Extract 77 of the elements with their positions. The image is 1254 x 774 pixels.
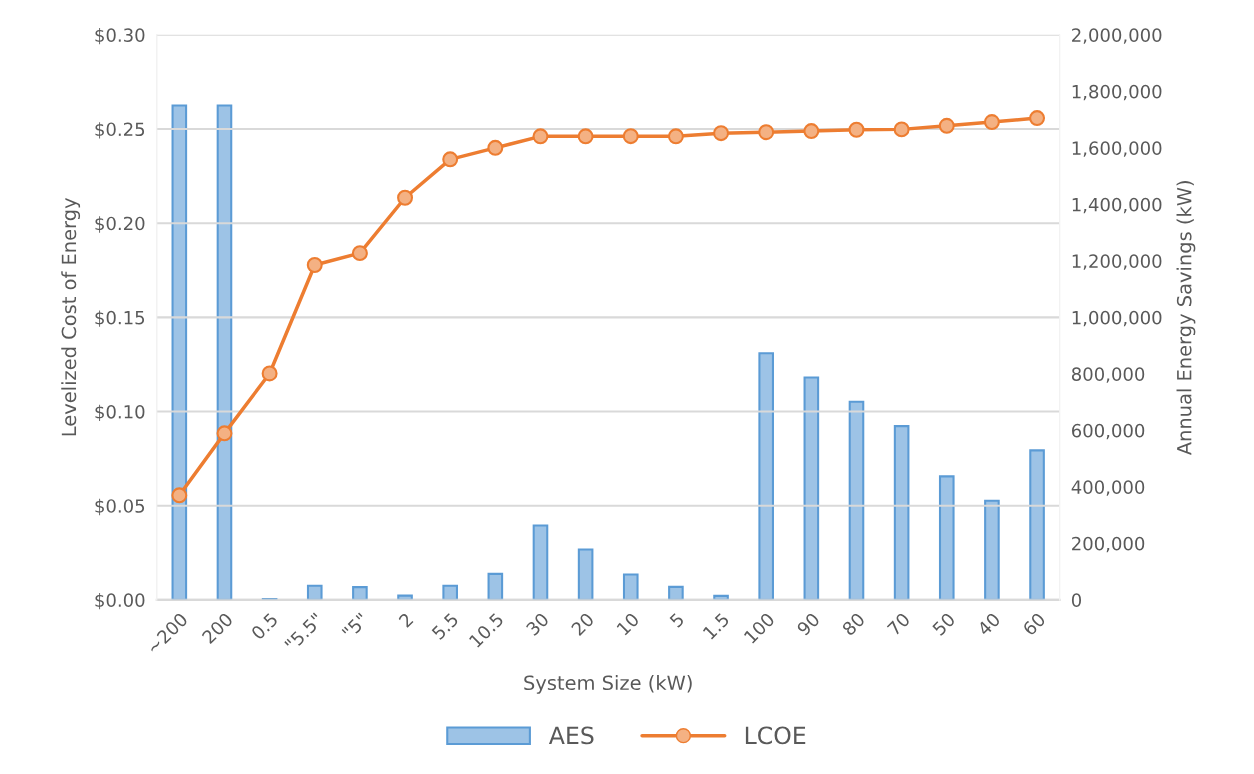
y2-tick-label: 1,800,000 xyxy=(1072,84,1162,101)
bar xyxy=(984,499,1000,600)
y2-tick-label: 1,600,000 xyxy=(1072,141,1162,157)
point xyxy=(397,189,414,206)
x-tick-label: 80 xyxy=(841,612,866,637)
bar xyxy=(306,584,323,600)
y-tick-label: $0.00 xyxy=(95,592,145,610)
bar xyxy=(171,104,188,600)
x-tick-label: 30 xyxy=(525,612,550,637)
point xyxy=(261,365,278,382)
bar xyxy=(577,548,594,600)
y2-tick-label: 1,000,000 xyxy=(1072,310,1162,327)
x-tick-label: 0.5 xyxy=(250,612,279,641)
point xyxy=(758,124,775,141)
point xyxy=(713,125,730,142)
y-tick-label: $0.10 xyxy=(95,404,145,422)
y2-tick-label: 1,200,000 xyxy=(1072,254,1162,270)
point xyxy=(577,128,594,145)
bar xyxy=(622,573,639,600)
x-tick-label: 200 xyxy=(201,612,234,645)
point xyxy=(306,257,323,273)
point xyxy=(442,151,459,168)
y-axis-title: Levelized Cost of Energy xyxy=(61,198,81,436)
x-tick-label: 5.5 xyxy=(431,612,459,641)
point xyxy=(893,121,910,138)
point xyxy=(983,114,1000,131)
point xyxy=(171,487,188,504)
y-tick-label: $0.15 xyxy=(95,310,145,327)
y-tick-label: $0.05 xyxy=(95,498,145,516)
x-tick-label: 5 xyxy=(669,612,685,628)
x-tick-label: 60 xyxy=(1021,612,1047,637)
bar xyxy=(487,572,504,600)
bar xyxy=(352,586,368,600)
x-tick-label: 90 xyxy=(796,612,821,637)
bar xyxy=(938,475,955,600)
y2-tick-label: 200,000 xyxy=(1072,536,1145,553)
x-tick-label: 100 xyxy=(743,612,776,644)
point xyxy=(938,117,955,134)
y2-tick-label: 2,000,000 xyxy=(1072,28,1162,44)
y2-tick-label: 0 xyxy=(1071,593,1082,607)
point xyxy=(667,128,684,145)
x-tick-label: 2 xyxy=(398,612,414,628)
bar xyxy=(216,104,233,600)
point xyxy=(622,128,639,145)
y2-tick-label: 1,400,000 xyxy=(1072,197,1162,214)
y2-axis-title: Annual Energy Savings (kW) xyxy=(1176,181,1196,456)
x-tick-label: 20 xyxy=(570,612,595,637)
point xyxy=(803,123,820,140)
bar xyxy=(442,584,458,600)
y2-tick-label: 600,000 xyxy=(1072,423,1145,440)
point xyxy=(487,139,504,156)
x-tick-label: 1.5 xyxy=(702,612,730,640)
x-tick-label: 10 xyxy=(616,612,640,636)
y2-tick-label: 400,000 xyxy=(1071,480,1145,496)
bar xyxy=(532,524,549,600)
x-tick-label: 40 xyxy=(976,612,1001,637)
bar xyxy=(803,376,820,600)
point xyxy=(216,425,233,442)
y-tick-label: $0.30 xyxy=(95,27,145,45)
bar xyxy=(893,425,910,600)
bar xyxy=(758,352,775,600)
y-tick-label: $0.20 xyxy=(95,216,145,233)
y-tick-label: $0.25 xyxy=(95,122,145,139)
bar xyxy=(668,585,684,600)
bar xyxy=(1029,449,1045,600)
point xyxy=(351,245,368,262)
x-tick-label: 70 xyxy=(886,612,911,637)
legend-label: AES xyxy=(548,726,594,745)
bar xyxy=(848,400,865,600)
point xyxy=(532,128,549,145)
y2-tick-label: 800,000 xyxy=(1071,367,1145,383)
x-tick-label: 50 xyxy=(931,612,956,637)
point xyxy=(848,121,865,138)
x-axis-title: System Size (kW) xyxy=(524,675,692,694)
legend-label: LCOE xyxy=(745,726,806,745)
point xyxy=(1029,110,1046,127)
x-tick-label: "5" xyxy=(341,612,369,640)
